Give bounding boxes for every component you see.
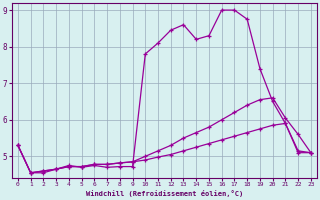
X-axis label: Windchill (Refroidissement éolien,°C): Windchill (Refroidissement éolien,°C) — [86, 190, 243, 197]
